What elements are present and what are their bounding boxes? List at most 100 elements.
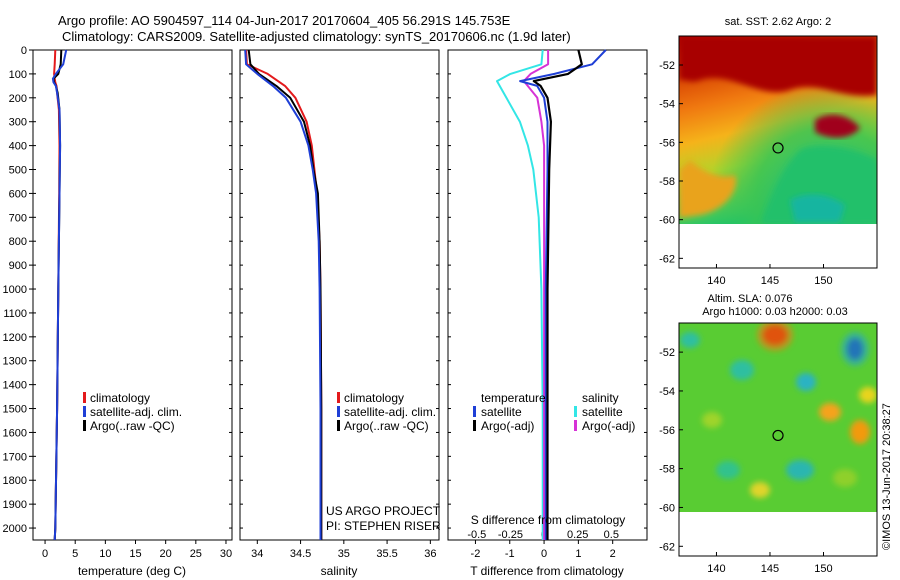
lat-tick-label: -56	[659, 137, 675, 149]
temperature-series	[51, 49, 68, 541]
argo-float-marker	[772, 142, 784, 154]
legend-header-salinity: salinity	[582, 391, 619, 405]
lon-tick-label: 145	[761, 275, 779, 287]
s-tick-label: 0.25	[567, 529, 588, 541]
x-tick-label: -1	[505, 548, 515, 560]
sst-map-frame	[678, 35, 878, 269]
lon-tick-label: 140	[707, 275, 725, 287]
x-tick-label: 1	[575, 548, 581, 560]
series-line	[244, 49, 322, 540]
sst-map-axes: 140 145 150 -52 -54 -56 -58 -60 -62	[659, 60, 833, 287]
depth-tick-label: 1700	[3, 451, 27, 463]
salinity-axis-label: salinity	[321, 564, 358, 578]
legend-swatch-argo	[337, 420, 340, 431]
lat-tick-label: -60	[659, 502, 675, 514]
difference-legend: temperature salinity satellite Argo(-adj…	[473, 391, 635, 433]
sla-map-panel: Altim. SLA: 0.076 Argo h1000: 0.03 h2000…	[659, 293, 878, 575]
sla-map-title-line2: Argo h1000: 0.03 h2000: 0.03	[702, 306, 848, 318]
legend-swatch-t-satellite	[473, 406, 476, 417]
legend-swatch-s-argo	[574, 420, 577, 431]
lat-tick-label: -54	[659, 386, 675, 398]
depth-tick-label: 400	[9, 141, 27, 153]
depth-tick-label: 1300	[3, 356, 27, 368]
legend-label-s-argo: Argo(-adj)	[582, 419, 635, 433]
legend-label-argo: Argo(..raw -QC)	[90, 419, 175, 433]
legend-swatch-climatology	[83, 392, 86, 403]
depth-tick-label: 200	[9, 93, 27, 105]
depth-tick-label: 800	[9, 236, 27, 248]
x-tick-label: 34	[251, 548, 263, 560]
lat-tick-label: -62	[659, 541, 675, 553]
depth-tick-label: 1200	[3, 332, 27, 344]
x-tick-label: 25	[190, 548, 202, 560]
salinity-plot-frame	[239, 49, 440, 541]
s-difference-axis-label: S difference from climatology	[471, 513, 626, 527]
x-tick-label: 2	[610, 548, 616, 560]
x-tick-label: 35	[338, 548, 350, 560]
depth-tick-label: 1600	[3, 427, 27, 439]
depth-tick-label: 0	[21, 45, 27, 57]
legend-label-climatology: climatology	[344, 391, 404, 405]
x-tick-label: 10	[99, 548, 111, 560]
x-tick-label: -2	[471, 548, 481, 560]
temperature-plot-frame	[32, 49, 233, 541]
legend-label-t-argo: Argo(-adj)	[481, 419, 534, 433]
lat-tick-label: -56	[659, 425, 675, 437]
sla-map-frame	[678, 322, 878, 557]
legend-swatch-satellite	[337, 406, 340, 417]
depth-tick-label: 900	[9, 260, 27, 272]
temperature-panel: 0100200300400500600700800900100011001200…	[3, 45, 233, 578]
s-difference-axis: -0.5 -0.25 0 0.25 0.5	[467, 529, 619, 541]
legend-label-argo: Argo(..raw -QC)	[344, 419, 429, 433]
sla-map-title-line1: Altim. SLA: 0.076	[708, 293, 793, 305]
figure-title-line1: Argo profile: AO 5904597_114 04-Jun-2017…	[58, 13, 511, 28]
imos-credit: ©IMOS 13-Jun-2017 20:38:27	[881, 403, 893, 550]
s-tick-label: -0.5	[467, 529, 486, 541]
project-note-line1: US ARGO PROJECT	[326, 504, 441, 518]
salinity-series	[244, 49, 323, 540]
temperature-axis-label: temperature (deg C)	[78, 564, 186, 578]
difference-panel: -2 -1 0 1 2 -0.5 -0.25 0 0.25 0.5 T difference f…	[447, 49, 648, 578]
series-line	[51, 49, 68, 541]
series-line	[532, 49, 583, 540]
depth-tick-label: 700	[9, 212, 27, 224]
depth-tick-label: 1800	[3, 475, 27, 487]
t-difference-axis: -2 -1 0 1 2	[448, 49, 647, 560]
s-tick-label: -0.25	[498, 529, 523, 541]
depth-tick-label: 500	[9, 165, 27, 177]
x-tick-label: 35.5	[376, 548, 397, 560]
lat-tick-label: -52	[659, 60, 675, 72]
legend-swatch-argo	[83, 420, 86, 431]
salinity-legend: climatology satellite-adj. clim. Argo(..…	[337, 391, 436, 433]
lon-tick-label: 145	[761, 563, 779, 575]
t-difference-axis-label: T difference from climatology	[470, 564, 624, 578]
temperature-axis: 0 5 10 15 20 25 30	[33, 49, 232, 560]
lat-tick-label: -54	[659, 99, 675, 111]
temperature-legend: climatology satellite-adj. clim. Argo(..…	[83, 391, 182, 433]
sst-map-panel: sat. SST: 2.62 Argo: 2 140 145 150 -52 -54 -5…	[659, 16, 878, 287]
legend-label-climatology: climatology	[90, 391, 150, 405]
depth-tick-label: 1500	[3, 404, 27, 416]
depth-tick-label: 1900	[3, 499, 27, 511]
lat-tick-label: -62	[659, 253, 675, 265]
x-tick-label: 36	[424, 548, 436, 560]
depth-tick-label: 1400	[3, 380, 27, 392]
legend-label-satellite: satellite-adj. clim.	[90, 405, 182, 419]
difference-series	[496, 49, 607, 540]
salinity-axis: 34 34.5 35 35.5 36	[240, 49, 439, 560]
x-tick-label: 0	[541, 548, 547, 560]
series-line	[496, 49, 544, 540]
lat-tick-label: -58	[659, 176, 675, 188]
depth-tick-label: 1000	[3, 284, 27, 296]
lat-tick-label: -60	[659, 215, 675, 227]
salinity-panel: 34 34.5 35 35.5 36 salinity climatology sate…	[239, 49, 441, 578]
x-tick-label: 30	[220, 548, 232, 560]
lon-tick-label: 150	[814, 563, 832, 575]
legend-swatch-t-argo	[473, 420, 476, 431]
series-line	[522, 50, 550, 540]
s-tick-label: 0.5	[604, 529, 619, 541]
x-tick-label: 0	[42, 548, 48, 560]
depth-tick-label: 1100	[3, 308, 27, 320]
lon-tick-label: 140	[707, 563, 725, 575]
legend-swatch-satellite	[83, 406, 86, 417]
